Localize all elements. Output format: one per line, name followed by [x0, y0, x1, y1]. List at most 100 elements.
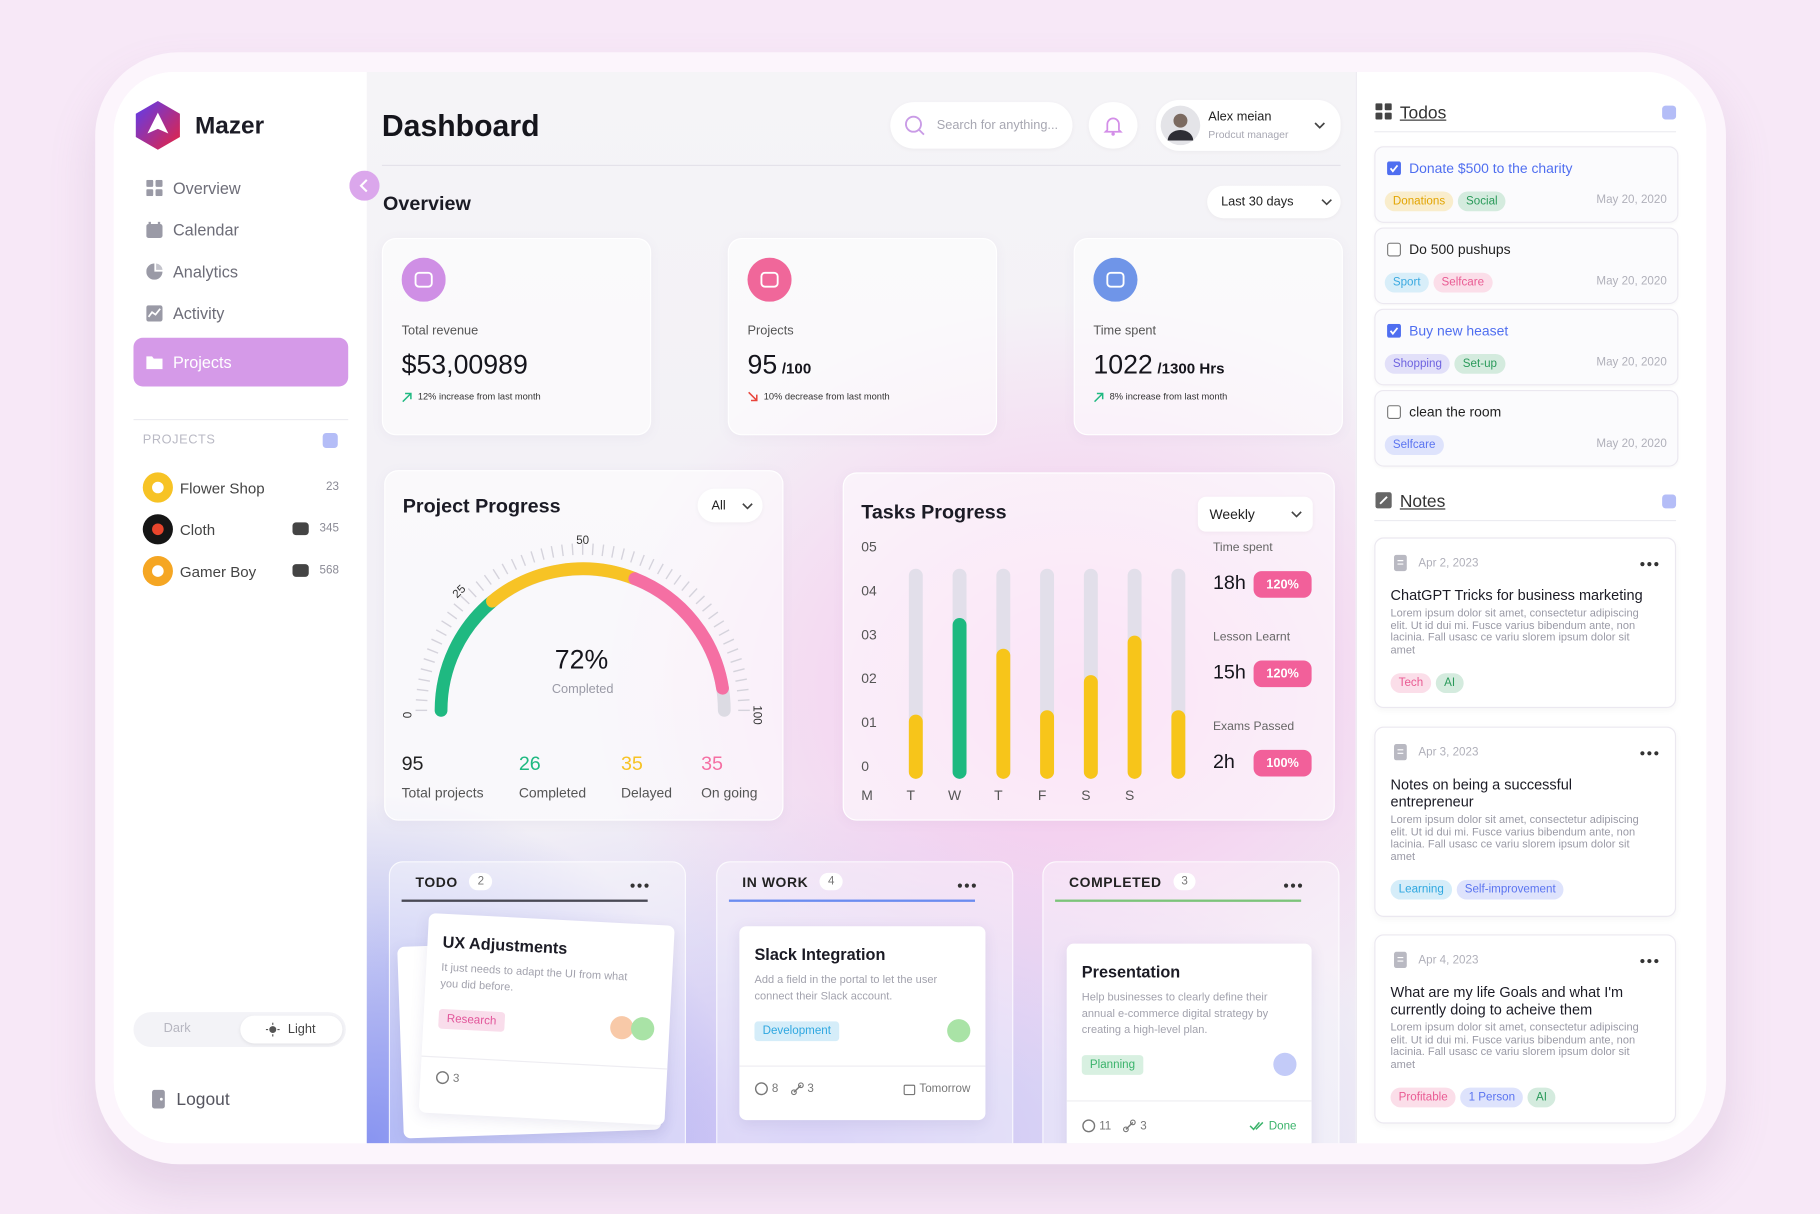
card-body: Presentation Help businesses to clearly d… [1081, 962, 1297, 1076]
checkbox[interactable] [1387, 161, 1401, 176]
note-tags: Learning Self-improvement [1390, 877, 1660, 900]
checkbox[interactable] [1387, 405, 1401, 420]
logout[interactable]: Logout [176, 1089, 230, 1110]
tasks-filter[interactable]: Weekly [1197, 496, 1313, 532]
kanban-card[interactable]: Slack Integration Add a field in the port… [739, 926, 986, 1121]
icon-part [1640, 958, 1645, 964]
column-menu[interactable] [1283, 874, 1304, 895]
note-card[interactable]: Apr 2, 2023 ChatGPT Tricks for business m… [1374, 537, 1677, 709]
todo-date: May 20, 2020 [1596, 437, 1667, 451]
gauge-scale-dash [718, 629, 730, 637]
note-card[interactable]: Apr 3, 2023 Notes on being a successful e… [1374, 726, 1677, 917]
column-menu[interactable] [956, 874, 977, 895]
user-role: Prodcut manager [1208, 128, 1289, 141]
screen: Mazer Overview Calendar Analytics Activity P… [113, 71, 1707, 1144]
gauge-scale-dash [561, 544, 564, 557]
kanban-card[interactable]: UX Adjustments It just needs to adapt the… [418, 912, 675, 1126]
checkbox[interactable] [1387, 242, 1401, 257]
nav-item[interactable]: Analytics [133, 251, 348, 293]
theme-light-pill[interactable]: Light [240, 1015, 343, 1044]
range-select[interactable]: Last 30 days [1207, 185, 1341, 219]
tasks-filter-label: Weekly [1209, 506, 1255, 523]
icon-part [1106, 271, 1125, 288]
icon-part [401, 257, 446, 302]
add-note-button[interactable] [1662, 494, 1677, 509]
column-title: TODO [415, 873, 458, 890]
note-tags: Tech AI [1390, 671, 1660, 693]
icon-part [155, 189, 163, 197]
gauge-tick-label: 25 [450, 582, 468, 600]
status: Done [1268, 1119, 1297, 1133]
add-project-button[interactable] [322, 432, 338, 449]
theme-light[interactable]: Light [287, 1022, 316, 1037]
card-title: Slack Integration [754, 944, 886, 964]
note-menu[interactable] [1639, 949, 1660, 970]
column-header: TODO 2 [415, 872, 493, 891]
collapse-button[interactable] [349, 170, 380, 201]
side-stat-change: 120% [1266, 576, 1299, 591]
stat-label: Total revenue [401, 323, 479, 338]
comment-count: 11 [1099, 1119, 1112, 1133]
add-todo-button[interactable] [1662, 105, 1677, 120]
tag: Development [754, 1020, 840, 1041]
search-box[interactable]: Search for anything... [890, 102, 1073, 149]
todo-item[interactable]: Buy new heaset Shopping Set-up May 20, 2020 [1374, 308, 1679, 386]
stat-icon [401, 257, 446, 302]
kanban-card[interactable]: Presentation Help businesses to clearly d… [1066, 943, 1312, 1144]
icon-part [971, 883, 976, 888]
gauge-segment [434, 594, 499, 717]
project-icon [142, 472, 173, 503]
note-menu[interactable] [1639, 742, 1660, 763]
y-tick-label: 02 [861, 670, 877, 686]
chart-title: Tasks Progress [861, 501, 1006, 523]
tag: Planning [1081, 1054, 1144, 1075]
gauge-scale-dash [423, 658, 435, 663]
side-stat-label: Time spent [1213, 540, 1273, 554]
note-card[interactable]: Apr 4, 2023 What are my life Goals and wh… [1374, 934, 1677, 1124]
gauge-scale-dash [713, 620, 725, 628]
project-count-icon [292, 522, 309, 536]
chart-title: Project Progress [403, 495, 561, 517]
stat-value-row: $53,00989 [402, 349, 528, 380]
x-tick-label: T [994, 787, 1003, 803]
stat-unit: /100 [781, 359, 812, 378]
project-name[interactable]: Cloth [179, 521, 216, 539]
note-body: Lorem ipsum dolor sit amet, consectetur … [1390, 1021, 1639, 1071]
note-title: Notes on being a successful entrepreneur [1390, 776, 1573, 811]
gauge-scale-dash [441, 620, 452, 628]
range-label: Last 30 days [1221, 194, 1294, 209]
nav-item[interactable]: Activity [133, 292, 348, 334]
icon-part [644, 883, 649, 888]
note-title: ChatGPT Tricks for business marketing [1390, 587, 1643, 604]
stat-icon [1093, 257, 1138, 302]
nav-item[interactable]: Projects [133, 337, 349, 387]
project-count-icon [292, 564, 309, 577]
todo-item[interactable]: Donate $500 to the charity Donations Socia… [1374, 146, 1679, 223]
notification-button[interactable] [1088, 102, 1138, 149]
theme-dark[interactable]: Dark [163, 1021, 191, 1036]
project-name[interactable]: Gamer Boy [179, 562, 257, 581]
note-menu[interactable] [1639, 552, 1660, 573]
icon-part [1283, 883, 1289, 888]
projects-heading: PROJECTS [142, 432, 216, 447]
project-name[interactable]: Flower Shop [179, 479, 265, 497]
nav-item[interactable]: Overview [133, 167, 348, 209]
todo-item[interactable]: Do 500 pushups Sport Selfcare May 20, 2020 [1374, 227, 1679, 305]
side-stat-change: 100% [1266, 755, 1299, 770]
column-menu[interactable] [629, 874, 650, 895]
todo-item[interactable]: clean the room Selfcare May 20, 2020 [1374, 389, 1679, 467]
user-menu[interactable]: Alex meian Prodcut manager [1156, 99, 1341, 151]
icon-part [1394, 744, 1407, 761]
theme-toggle[interactable]: Dark Light [133, 1012, 346, 1047]
progress-filter[interactable]: All [697, 488, 763, 523]
progress-stat-label: Completed [519, 785, 586, 801]
x-tick-label: S [1081, 787, 1090, 803]
icon-part [155, 179, 163, 187]
nav-item[interactable]: Calendar [133, 209, 348, 251]
side-stat-badge [1253, 571, 1312, 598]
nav-icon [146, 263, 163, 280]
note-body: Lorem ipsum dolor sit amet, consectetur … [1390, 607, 1639, 657]
checkbox[interactable] [1387, 323, 1401, 338]
column-underline [1055, 899, 1302, 902]
stat-value-row: 1022/1300 Hrs [1093, 349, 1224, 380]
